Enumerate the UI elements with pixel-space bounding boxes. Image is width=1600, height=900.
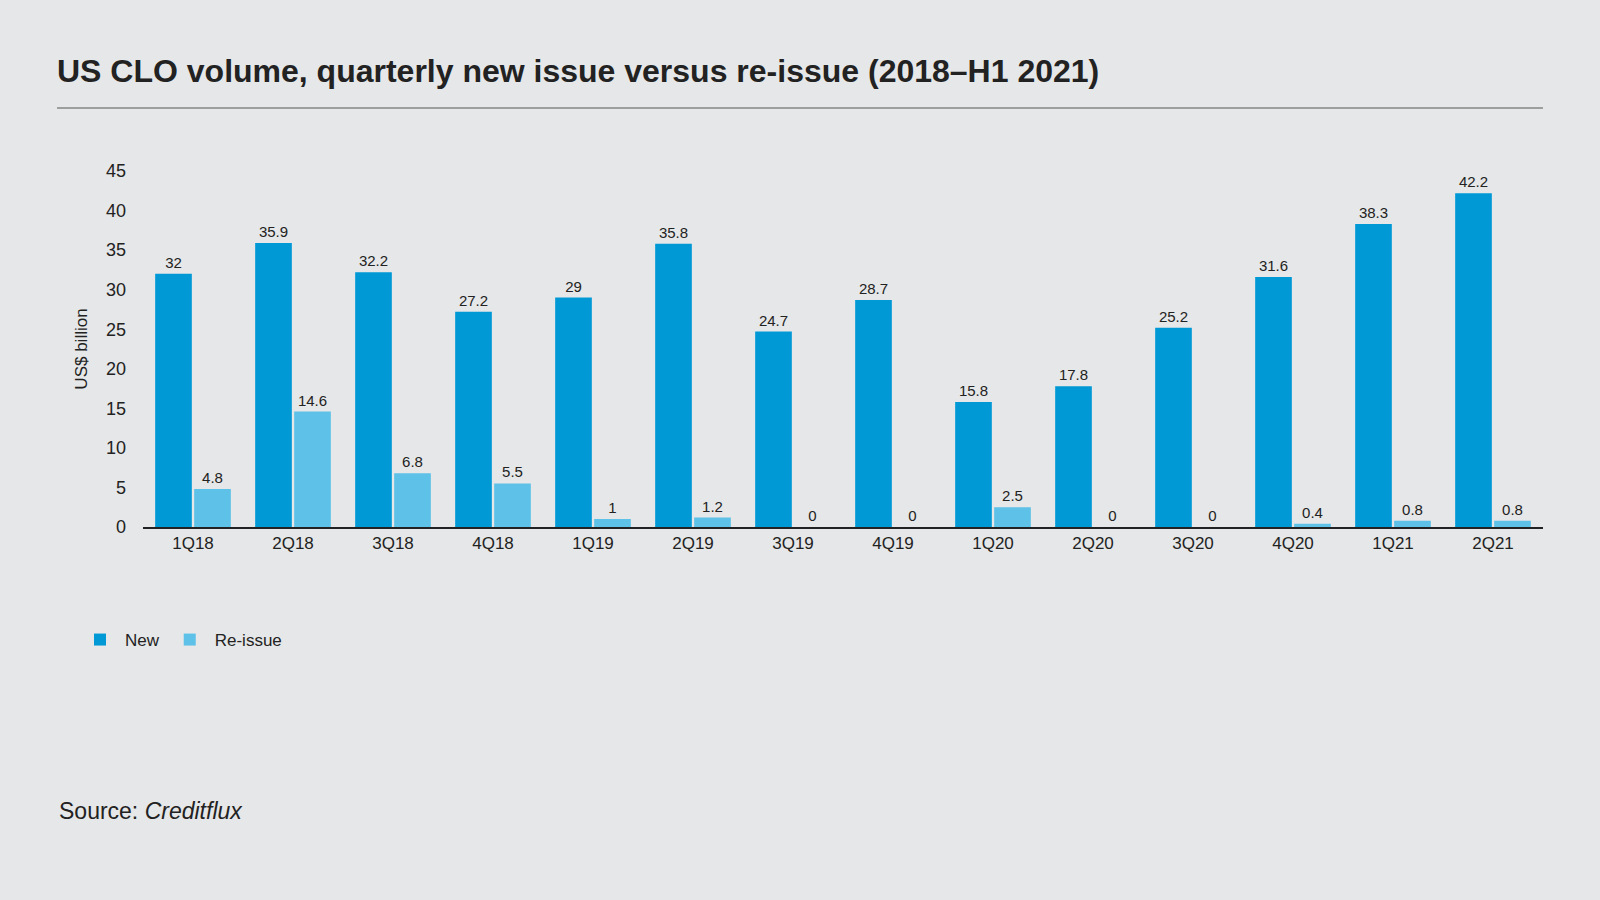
svg-text:15.8: 15.8	[959, 382, 988, 399]
svg-text:5.5: 5.5	[502, 463, 523, 480]
svg-text:0.8: 0.8	[1402, 501, 1423, 518]
svg-text:1Q20: 1Q20	[972, 534, 1014, 553]
svg-text:24.7: 24.7	[759, 312, 788, 329]
svg-text:27.2: 27.2	[459, 292, 488, 309]
svg-text:28.7: 28.7	[859, 280, 888, 297]
svg-text:29: 29	[565, 278, 582, 295]
svg-text:2Q20: 2Q20	[1072, 534, 1114, 553]
svg-text:25: 25	[106, 320, 126, 340]
svg-text:0: 0	[116, 517, 126, 537]
svg-text:15: 15	[106, 399, 126, 419]
svg-text:0: 0	[808, 507, 816, 524]
svg-text:0: 0	[908, 507, 916, 524]
svg-text:45: 45	[106, 161, 126, 181]
svg-text:1: 1	[608, 499, 616, 516]
svg-text:31.6: 31.6	[1259, 257, 1288, 274]
svg-text:17.8: 17.8	[1059, 366, 1088, 383]
svg-text:4Q20: 4Q20	[1272, 534, 1314, 553]
svg-text:US$ billion: US$ billion	[72, 308, 91, 389]
svg-text:14.6: 14.6	[298, 392, 327, 409]
svg-text:35.9: 35.9	[259, 223, 288, 240]
svg-text:3Q20: 3Q20	[1172, 534, 1214, 553]
svg-text:40: 40	[106, 201, 126, 221]
svg-text:32.2: 32.2	[359, 252, 388, 269]
svg-text:0: 0	[1108, 507, 1116, 524]
svg-text:2.5: 2.5	[1002, 487, 1023, 504]
svg-text:1Q18: 1Q18	[172, 534, 214, 553]
svg-text:2Q21: 2Q21	[1472, 534, 1514, 553]
svg-text:35.8: 35.8	[659, 224, 688, 241]
svg-text:0.4: 0.4	[1302, 504, 1323, 521]
svg-text:4Q19: 4Q19	[872, 534, 914, 553]
svg-text:New: New	[125, 631, 160, 650]
svg-text:10: 10	[106, 438, 126, 458]
svg-text:1.2: 1.2	[702, 498, 723, 515]
svg-text:0.8: 0.8	[1502, 501, 1523, 518]
svg-text:0: 0	[1208, 507, 1216, 524]
svg-text:Re-issue: Re-issue	[215, 631, 282, 650]
svg-text:4Q18: 4Q18	[472, 534, 514, 553]
svg-text:30: 30	[106, 280, 126, 300]
svg-text:38.3: 38.3	[1359, 204, 1388, 221]
svg-text:2Q18: 2Q18	[272, 534, 314, 553]
svg-text:42.2: 42.2	[1459, 173, 1488, 190]
svg-text:1Q19: 1Q19	[572, 534, 614, 553]
svg-text:32: 32	[165, 254, 182, 271]
svg-text:6.8: 6.8	[402, 453, 423, 470]
svg-text:Source: Creditflux: Source: Creditflux	[59, 798, 243, 824]
svg-text:25.2: 25.2	[1159, 308, 1188, 325]
svg-text:20: 20	[106, 359, 126, 379]
svg-text:35: 35	[106, 240, 126, 260]
svg-text:US CLO volume, quarterly new i: US CLO volume, quarterly new issue versu…	[57, 53, 1099, 89]
svg-text:3Q19: 3Q19	[772, 534, 814, 553]
svg-text:2Q19: 2Q19	[672, 534, 714, 553]
svg-text:5: 5	[116, 478, 126, 498]
svg-text:4.8: 4.8	[202, 469, 223, 486]
svg-text:1Q21: 1Q21	[1372, 534, 1414, 553]
svg-text:3Q18: 3Q18	[372, 534, 414, 553]
